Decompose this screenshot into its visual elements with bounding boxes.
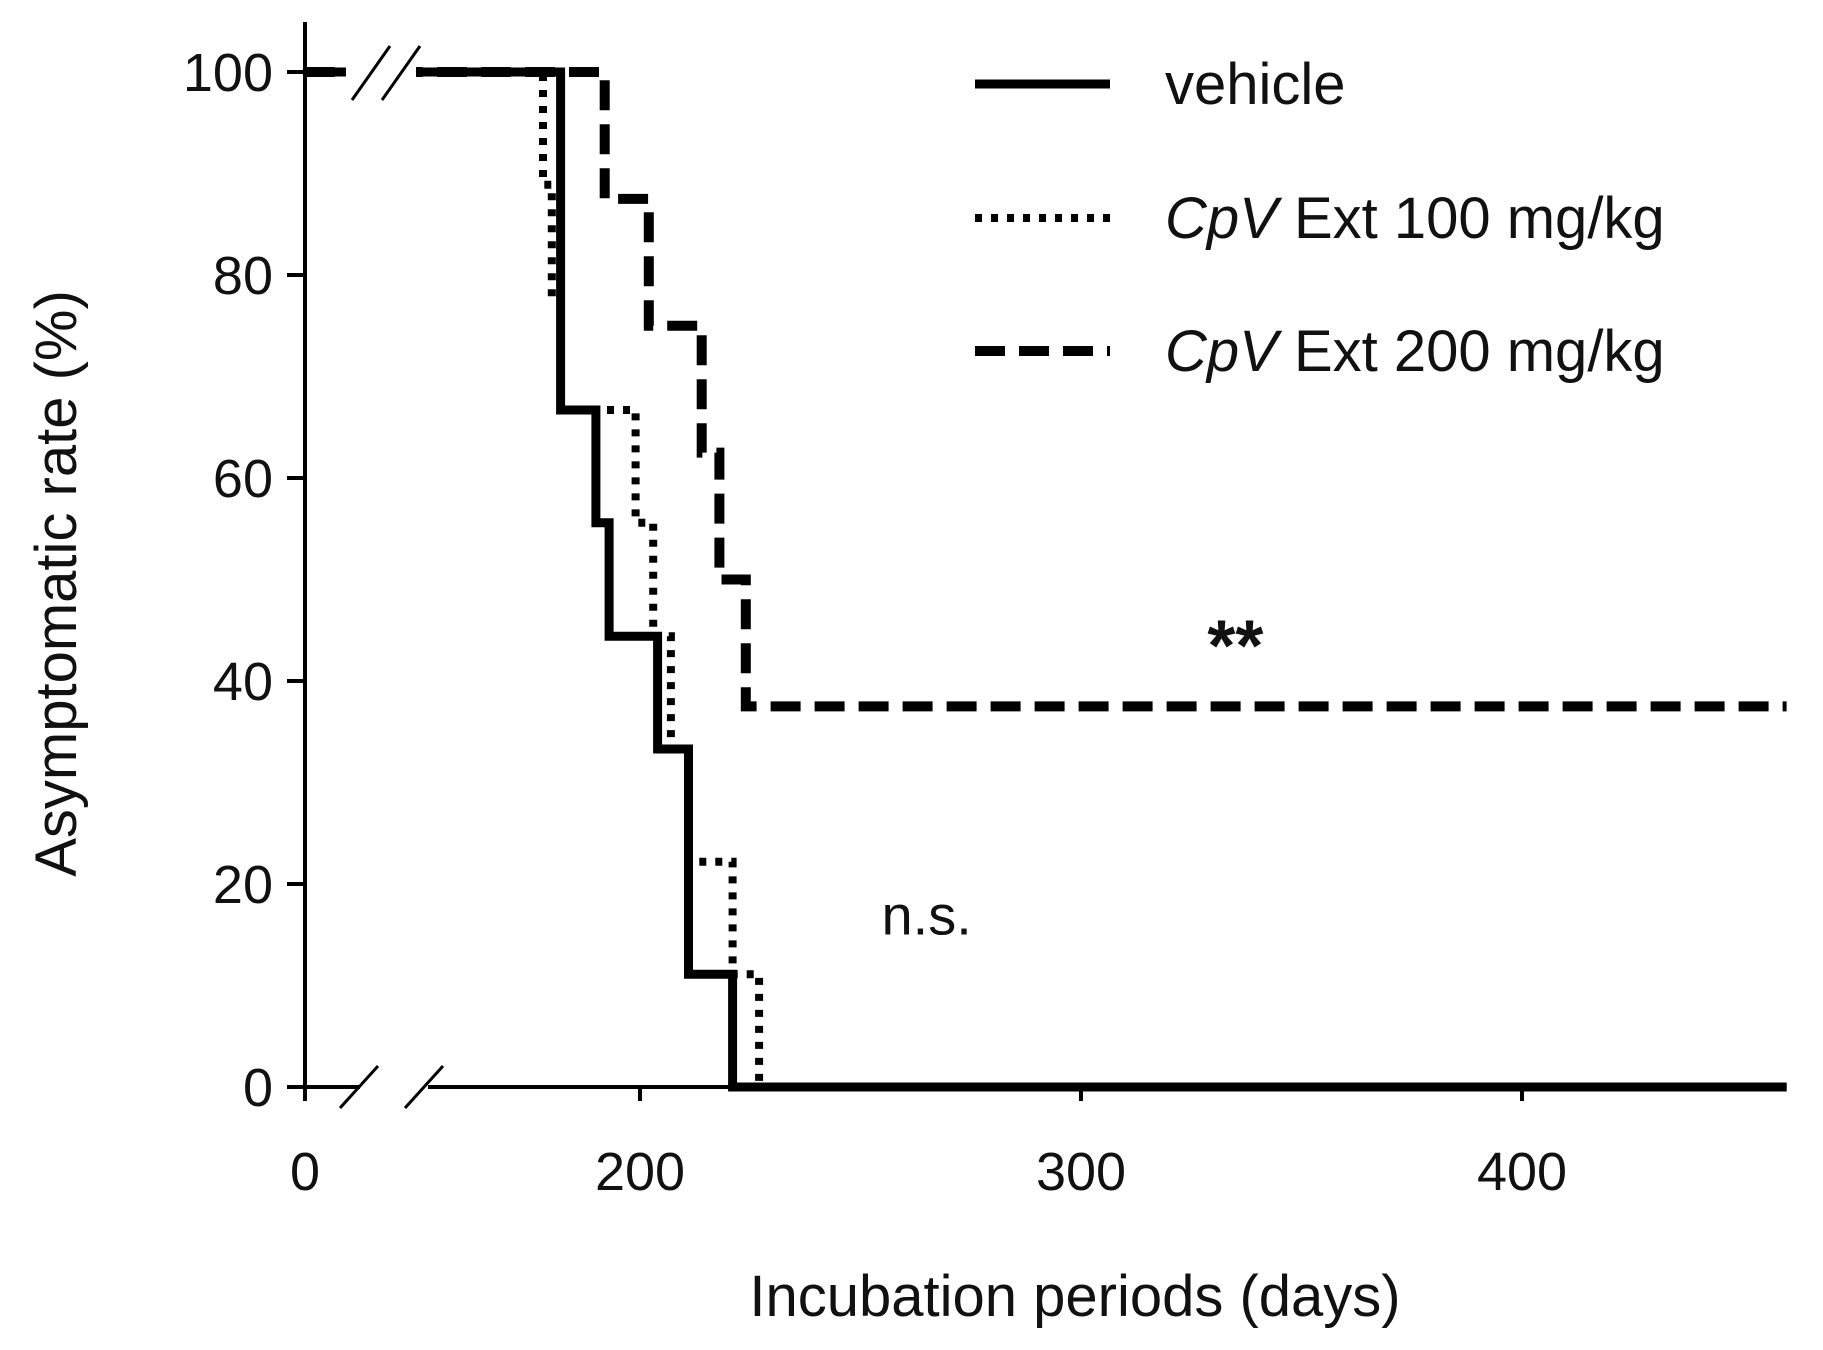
legend-label-rest: vehicle [1165, 52, 1346, 117]
y-tick-label: 60 [213, 449, 273, 509]
x-tick-label: 0 [290, 1142, 320, 1202]
x-tick-label: 400 [1477, 1142, 1567, 1202]
legend-label-italic: CpV [1165, 186, 1283, 251]
series-group [305, 45, 1787, 1092]
series-line-cpv-ext-200-mg-kg [305, 67, 1787, 712]
x-axis-break-mark [338, 1064, 380, 1110]
line-break-mark [380, 45, 422, 101]
axes-group: 0 20 40 60 80 100 0 200 300 400 Incubation periods… [24, 22, 1787, 1329]
y-tick-label: 20 [213, 855, 273, 915]
significance-annotation: ** [1207, 606, 1263, 686]
legend-label: vehicle [1165, 52, 1346, 117]
y-tick-label: 40 [213, 652, 273, 712]
legend-label-rest: Ext 200 mg/kg [1278, 319, 1665, 384]
x-tick-label: 200 [595, 1142, 685, 1202]
y-tick-label: 100 [183, 43, 273, 103]
series-line-vehicle [305, 67, 1787, 1092]
legend-label: CpV Ext 200 mg/kg [1165, 319, 1665, 384]
x-axis-title: Incubation periods (days) [749, 1264, 1400, 1329]
not-significant-annotation: n.s. [882, 883, 972, 946]
y-axis-title: Asymptomatic rate (%) [24, 290, 89, 877]
x-tick-label: 300 [1036, 1142, 1126, 1202]
legend-label-italic: CpV [1165, 319, 1283, 384]
y-tick-label: 0 [243, 1058, 273, 1118]
y-tick-label: 80 [213, 246, 273, 306]
x-axis-break-mark [403, 1064, 445, 1110]
legend-label: CpV Ext 100 mg/kg [1165, 186, 1665, 251]
legend-label-rest: Ext 100 mg/kg [1278, 186, 1665, 251]
line-break-mark [350, 45, 392, 101]
annotations-group: ** n.s. [882, 606, 1264, 946]
